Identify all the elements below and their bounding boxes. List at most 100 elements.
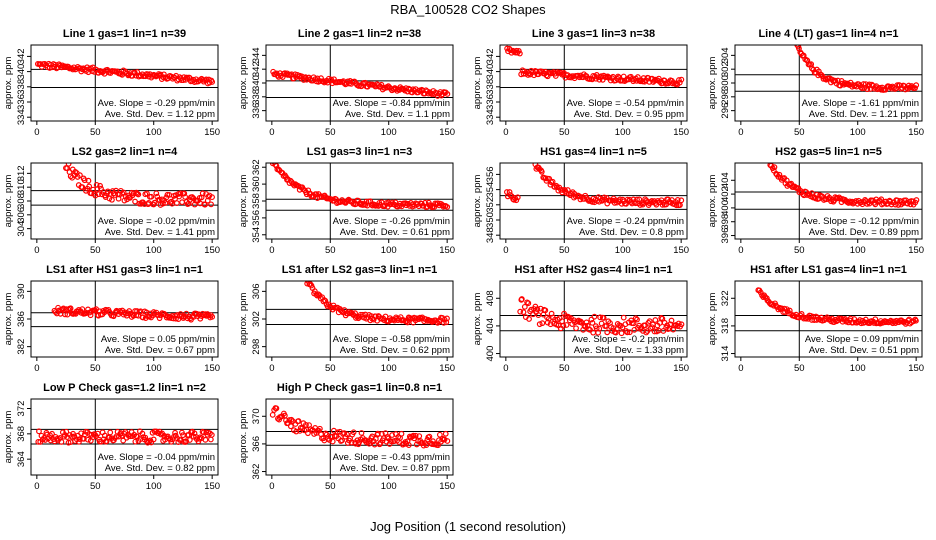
data-point	[618, 330, 625, 337]
y-tick-label: 356	[485, 166, 496, 182]
data-point	[353, 315, 359, 321]
x-tick-label: 0	[738, 245, 743, 256]
data-point	[53, 65, 60, 72]
data-point	[97, 182, 103, 189]
slope-annotation: Ave. Slope = -0.84 ppm/min	[333, 98, 450, 109]
data-point	[423, 442, 430, 449]
panel-title: LS2 gas=2 lin=1 n=4	[72, 146, 178, 158]
y-tick-label: 370	[251, 408, 262, 424]
data-point	[536, 321, 543, 328]
chart-panel: Line 2 gas=1 lin=2 n=380 50 100 15033633834…	[238, 28, 455, 138]
data-point	[668, 317, 675, 324]
points-group	[755, 287, 919, 327]
chart-panel: HS1 gas=4 lin=1 n=5 0 50 100 150 348350352354…	[472, 146, 689, 256]
data-point	[329, 438, 336, 445]
y-tick-label: 360	[251, 176, 262, 192]
y-tick-label: 372	[16, 401, 27, 417]
data-point	[179, 199, 186, 206]
x-tick-label: 100	[146, 481, 162, 492]
data-point	[528, 306, 535, 313]
data-point	[660, 328, 667, 334]
data-point	[507, 47, 514, 54]
stddev-annotation: Ave. Std. Dev. = 1.41 ppm	[105, 227, 215, 238]
points-group	[517, 296, 685, 337]
x-tick-label: 0	[738, 363, 743, 374]
data-point	[542, 307, 549, 314]
x-tick-label: 150	[204, 127, 220, 138]
data-point	[208, 431, 215, 438]
data-point	[69, 433, 75, 440]
data-point	[913, 82, 920, 89]
data-point	[208, 201, 214, 208]
y-axis-label: approx. ppm	[238, 175, 249, 228]
y-tick-label: 386	[16, 311, 27, 327]
y-tick-label: 300	[720, 75, 731, 91]
data-point	[534, 306, 541, 313]
data-point	[95, 191, 102, 198]
data-point	[158, 431, 164, 438]
y-axis-label: approx. ppm	[472, 293, 483, 346]
y-axis-label: approx. ppm	[238, 57, 249, 110]
data-point	[209, 194, 215, 201]
data-point	[202, 436, 209, 443]
data-point	[444, 438, 451, 444]
points-group	[34, 60, 216, 87]
data-point	[613, 326, 620, 333]
data-point	[63, 428, 70, 435]
stddev-annotation: Ave. Std. Dev. = 0.87 ppm	[340, 463, 450, 474]
y-tick-label: 390	[16, 283, 27, 299]
data-point	[857, 317, 863, 323]
data-point	[615, 73, 621, 80]
data-point	[358, 430, 365, 436]
points-group	[63, 163, 215, 208]
y-tick-label: 336	[485, 94, 496, 110]
plot-frame	[734, 162, 923, 240]
panel-title: LS1 after HS1 gas=3 lin=1 n=1	[46, 264, 203, 276]
x-tick-label: 150	[439, 245, 455, 256]
chart-panel: HS1 after LS1 gas=4 lin=1 n=1 0 50 100 150 31…	[707, 264, 924, 374]
x-tick-label: 50	[90, 363, 101, 374]
y-tick-label: 354	[251, 227, 262, 243]
data-point	[172, 429, 178, 436]
x-tick-label: 100	[146, 363, 162, 374]
chart-panel: LS1 after HS1 gas=3 lin=1 n=1 0 50 100 150 38…	[3, 264, 220, 374]
chart-panel: HS1 after HS2 gas=4 lin=1 n=1 0 50 100 150 40…	[472, 264, 689, 374]
points-group	[270, 68, 451, 99]
y-tick-label: 340	[251, 75, 262, 91]
data-point	[554, 69, 561, 75]
data-point	[591, 313, 598, 320]
x-tick-label: 150	[908, 127, 924, 138]
data-point	[675, 320, 682, 327]
panel-title: Low P Check gas=1.2 lin=1 n=2	[43, 382, 206, 394]
y-tick-label: 338	[251, 89, 262, 105]
data-point	[678, 76, 685, 83]
data-point	[832, 77, 839, 84]
stddev-annotation: Ave. Std. Dev. = 1.12 ppm	[105, 109, 215, 120]
data-point	[860, 81, 867, 87]
slope-annotation: Ave. Slope = 0.09 ppm/min	[805, 334, 919, 345]
x-tick-label: 100	[850, 245, 866, 256]
data-point	[398, 430, 405, 437]
data-point	[355, 197, 362, 204]
x-tick-label: 0	[34, 481, 39, 492]
stddev-annotation: Ave. Std. Dev. = 0.95 ppm	[574, 109, 684, 120]
y-axis-label: approx. ppm	[3, 57, 14, 110]
x-tick-label: 150	[439, 127, 455, 138]
y-tick-label: 354	[485, 182, 496, 198]
y-tick-label: 298	[251, 339, 262, 355]
chart-panel: Low P Check gas=1.2 lin=1 n=2 0 50 100 150 36…	[3, 382, 220, 492]
data-point	[771, 164, 778, 171]
data-point	[359, 311, 366, 318]
points-group	[504, 45, 685, 88]
data-point	[76, 172, 83, 179]
data-point	[139, 430, 146, 437]
data-point	[85, 177, 92, 184]
data-point	[350, 429, 357, 436]
x-tick-label: 150	[439, 363, 455, 374]
data-point	[295, 418, 302, 424]
data-point	[182, 193, 189, 200]
x-tick-label: 0	[503, 127, 508, 138]
x-tick-label: 50	[90, 245, 101, 256]
chart-panel: LS1 gas=3 lin=1 n=3 0 50 100 150 354356358360…	[238, 146, 455, 256]
data-point	[440, 319, 447, 326]
